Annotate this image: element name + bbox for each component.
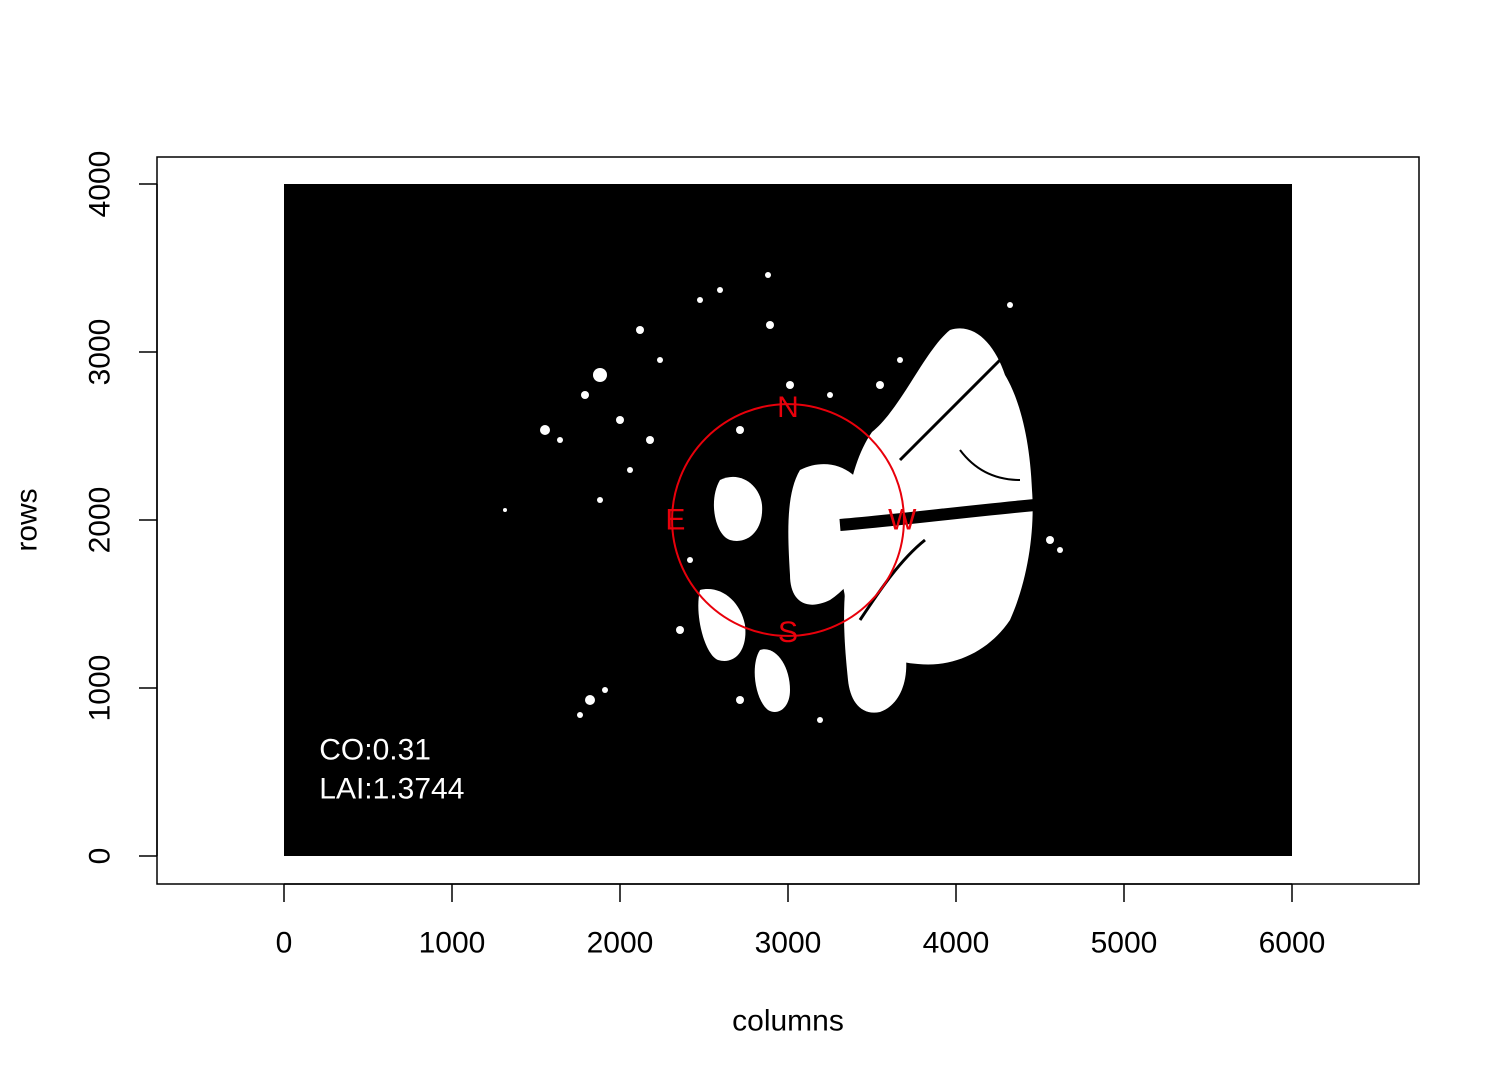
compass-label-n: N [777, 391, 799, 424]
canopy-gap-south-lower [754, 649, 790, 712]
annotation-lai: LAI:1.3744 [319, 772, 464, 805]
y-tick-label: 4000 [84, 151, 117, 218]
canopy-gap-east-center [713, 476, 763, 541]
canopy-gap-specks [503, 272, 1063, 723]
compass-label-s: S [778, 616, 798, 649]
x-tick-label: 3000 [755, 927, 822, 960]
y-tick-label: 2000 [84, 487, 117, 554]
canopy-gap-south [844, 560, 907, 713]
y-axis: 0 1000 2000 3000 4000 [84, 151, 158, 865]
x-tick-label: 4000 [923, 927, 990, 960]
compass-label-e: E [665, 504, 685, 537]
x-tick-label: 6000 [1259, 927, 1326, 960]
compass-labels: N E W S [665, 391, 917, 649]
branch-twig-3 [959, 449, 1021, 481]
x-axis-label: columns [732, 1005, 844, 1038]
canopy-gaps [503, 272, 1063, 723]
compass-label-w: W [888, 504, 917, 537]
y-tick-label: 3000 [84, 319, 117, 386]
y-tick-label: 1000 [84, 655, 117, 722]
y-axis-label: rows [11, 488, 44, 551]
annotation-co: CO:0.31 [319, 734, 431, 767]
y-tick-label: 0 [84, 848, 117, 865]
raster-background [284, 184, 1292, 856]
branch [839, 499, 1036, 531]
x-tick-label: 0 [276, 927, 293, 960]
overlay-circle [671, 403, 905, 637]
branch-twig-2 [858, 538, 926, 621]
x-tick-label: 5000 [1091, 927, 1158, 960]
x-tick-label: 2000 [587, 927, 654, 960]
x-axis: 0 1000 2000 3000 4000 5000 6000 [276, 883, 1326, 960]
branch-twig-1 [898, 358, 1002, 462]
canopy-gap-center [788, 464, 872, 605]
x-tick-label: 1000 [419, 927, 486, 960]
